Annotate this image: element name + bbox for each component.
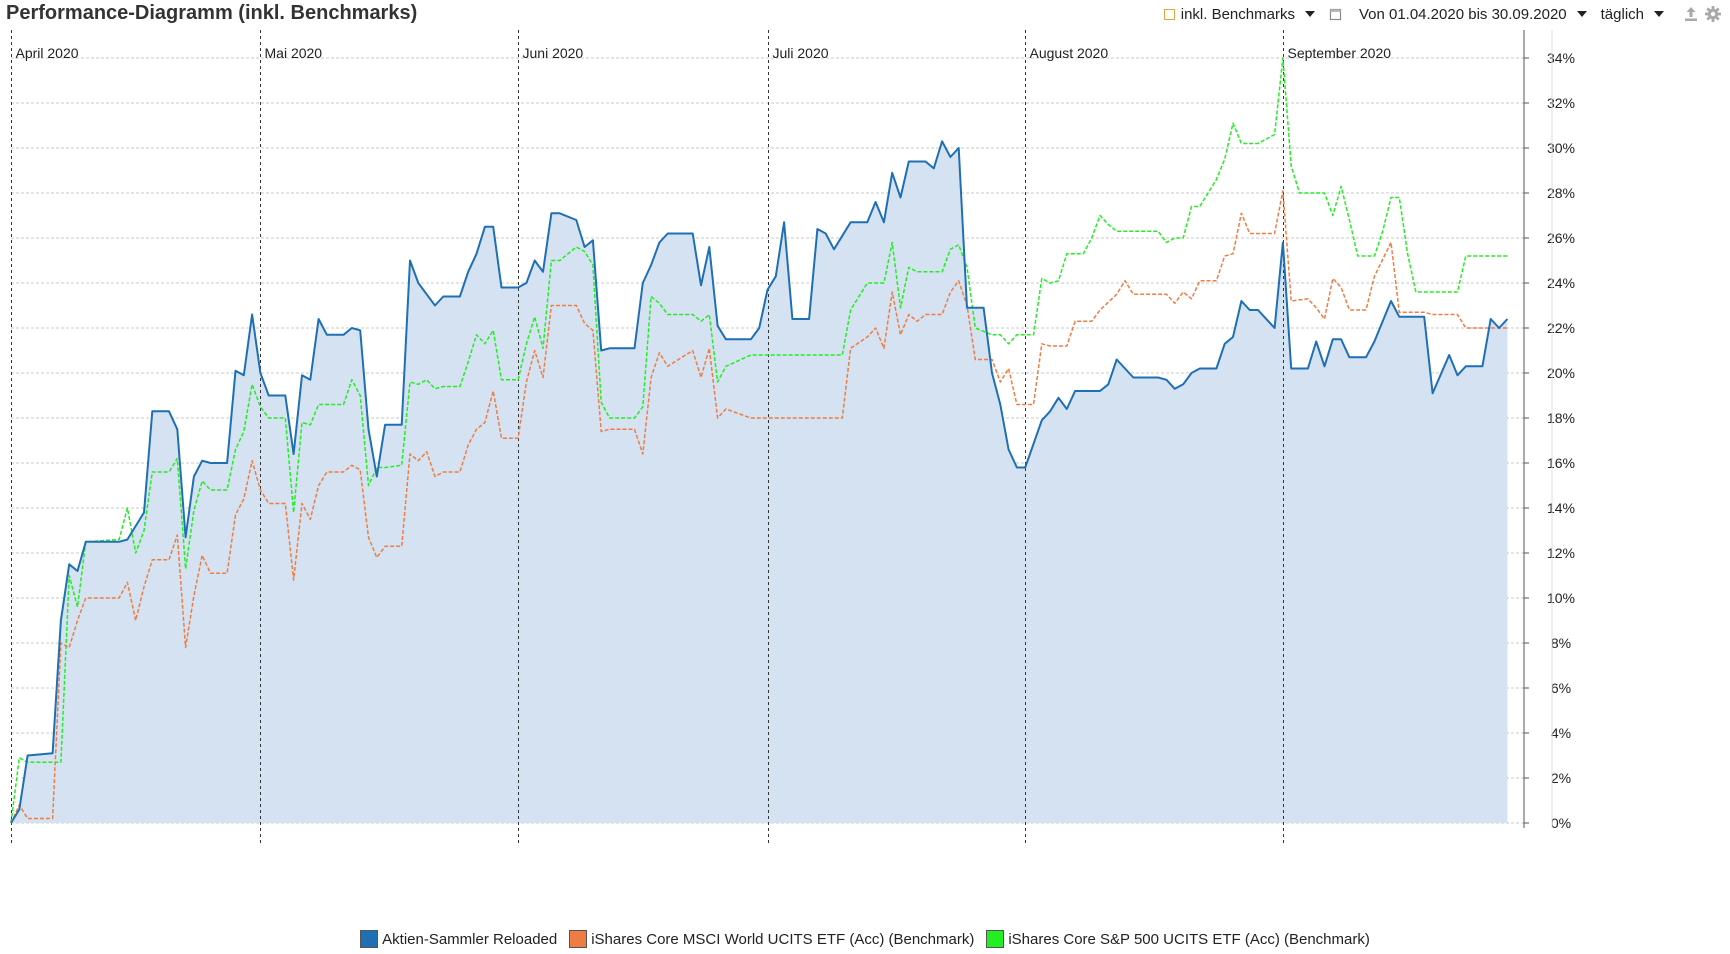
month-label: April 2020	[16, 45, 79, 61]
benchmark-label: inkl. Benchmarks	[1180, 5, 1295, 23]
series-area	[11, 141, 1508, 824]
month-label: September 2020	[1288, 45, 1392, 61]
y-tick-label: 4%	[1551, 725, 1571, 741]
performance-chart: April 2020 Mai 2020 Juni 2020 Juli 2020 Augu…	[10, 30, 1575, 844]
chart-header: Performance-Diagramm (inkl. Benchmarks) …	[0, 0, 1730, 30]
y-tick-label: 12%	[1547, 545, 1575, 561]
legend-label: iShares Core MSCI World UCITS ETF (Acc) …	[591, 930, 975, 948]
month-label: Juli 2020	[773, 45, 829, 61]
series-line-2	[10, 190, 1508, 824]
month-markers: April 2020 Mai 2020 Juni 2020 Juli 2020 Augu…	[11, 30, 1392, 844]
chart-legend: Aktien-Sammler Reloaded iShares Core MSC…	[0, 927, 1730, 951]
interval-label: täglich	[1600, 5, 1644, 23]
y-tick-label: 8%	[1551, 635, 1571, 651]
legend-item-aktien-sammler[interactable]: Aktien-Sammler Reloaded	[360, 930, 557, 948]
date-range-label: Von 01.04.2020 bis 30.09.2020	[1358, 5, 1567, 23]
y-tick-label: 2%	[1551, 770, 1571, 786]
chevron-down-icon[interactable]	[1576, 11, 1587, 17]
legend-swatch	[360, 930, 379, 948]
y-tick-label: 24%	[1547, 275, 1575, 291]
month-label: Juni 2020	[523, 45, 584, 61]
y-tick-label: 0%	[1551, 815, 1571, 831]
y-tick-label: 14%	[1547, 500, 1575, 516]
chevron-down-icon[interactable]	[1654, 11, 1664, 17]
chevron-down-icon[interactable]	[1304, 11, 1315, 17]
checkbox-icon[interactable]	[1163, 8, 1175, 20]
y-tick-label: 16%	[1547, 455, 1575, 471]
series-lines	[10, 57, 1509, 824]
page-title: Performance-Diagramm (inkl. Benchmarks)	[6, 2, 418, 24]
legend-swatch	[986, 930, 1005, 948]
interval-selector[interactable]: täglich	[1601, 6, 1678, 23]
legend-label: Aktien-Sammler Reloaded	[382, 930, 558, 948]
y-tick-label: 30%	[1547, 140, 1575, 156]
benchmark-toggle[interactable]: inkl. Benchmarks	[1163, 5, 1329, 23]
y-tick-label: 22%	[1547, 320, 1575, 336]
series-line-3	[10, 57, 1508, 824]
y-tick-label: 34%	[1547, 50, 1575, 66]
y-tick-label: 6%	[1551, 680, 1571, 696]
legend-item-sp500[interactable]: iShares Core S&P 500 UCITS ETF (Acc) (Be…	[986, 930, 1370, 948]
y-tick-label: 32%	[1547, 95, 1575, 111]
month-label: August 2020	[1030, 45, 1109, 61]
y-tick-label: 26%	[1547, 230, 1575, 246]
series-line-1	[10, 140, 1509, 824]
chart-toolbar: inkl. Benchmarks Von 01.04.2020 bis 30.0…	[1163, 3, 1722, 25]
legend-label: iShares Core S&P 500 UCITS ETF (Acc) (Be…	[1008, 930, 1370, 948]
legend-item-msci-world[interactable]: iShares Core MSCI World UCITS ETF (Acc) …	[569, 930, 974, 948]
y-tick-label: 20%	[1547, 365, 1575, 381]
y-axis: 0% 2% 4% 6% 8% 10% 12% 14% 16% 18% 20% 22% 24% 26% 28%…	[1523, 30, 1575, 831]
y-tick-label: 18%	[1547, 410, 1575, 426]
calendar-icon[interactable]	[1329, 7, 1343, 21]
series-area-fill	[11, 141, 1508, 824]
legend-swatch	[569, 930, 588, 948]
gear-icon[interactable]	[1704, 5, 1722, 23]
date-range-selector[interactable]: Von 01.04.2020 bis 30.09.2020	[1359, 6, 1601, 23]
y-tick-label: 10%	[1547, 590, 1575, 606]
export-icon[interactable]	[1682, 5, 1700, 23]
month-label: Mai 2020	[265, 45, 323, 61]
y-tick-label: 28%	[1547, 185, 1575, 201]
